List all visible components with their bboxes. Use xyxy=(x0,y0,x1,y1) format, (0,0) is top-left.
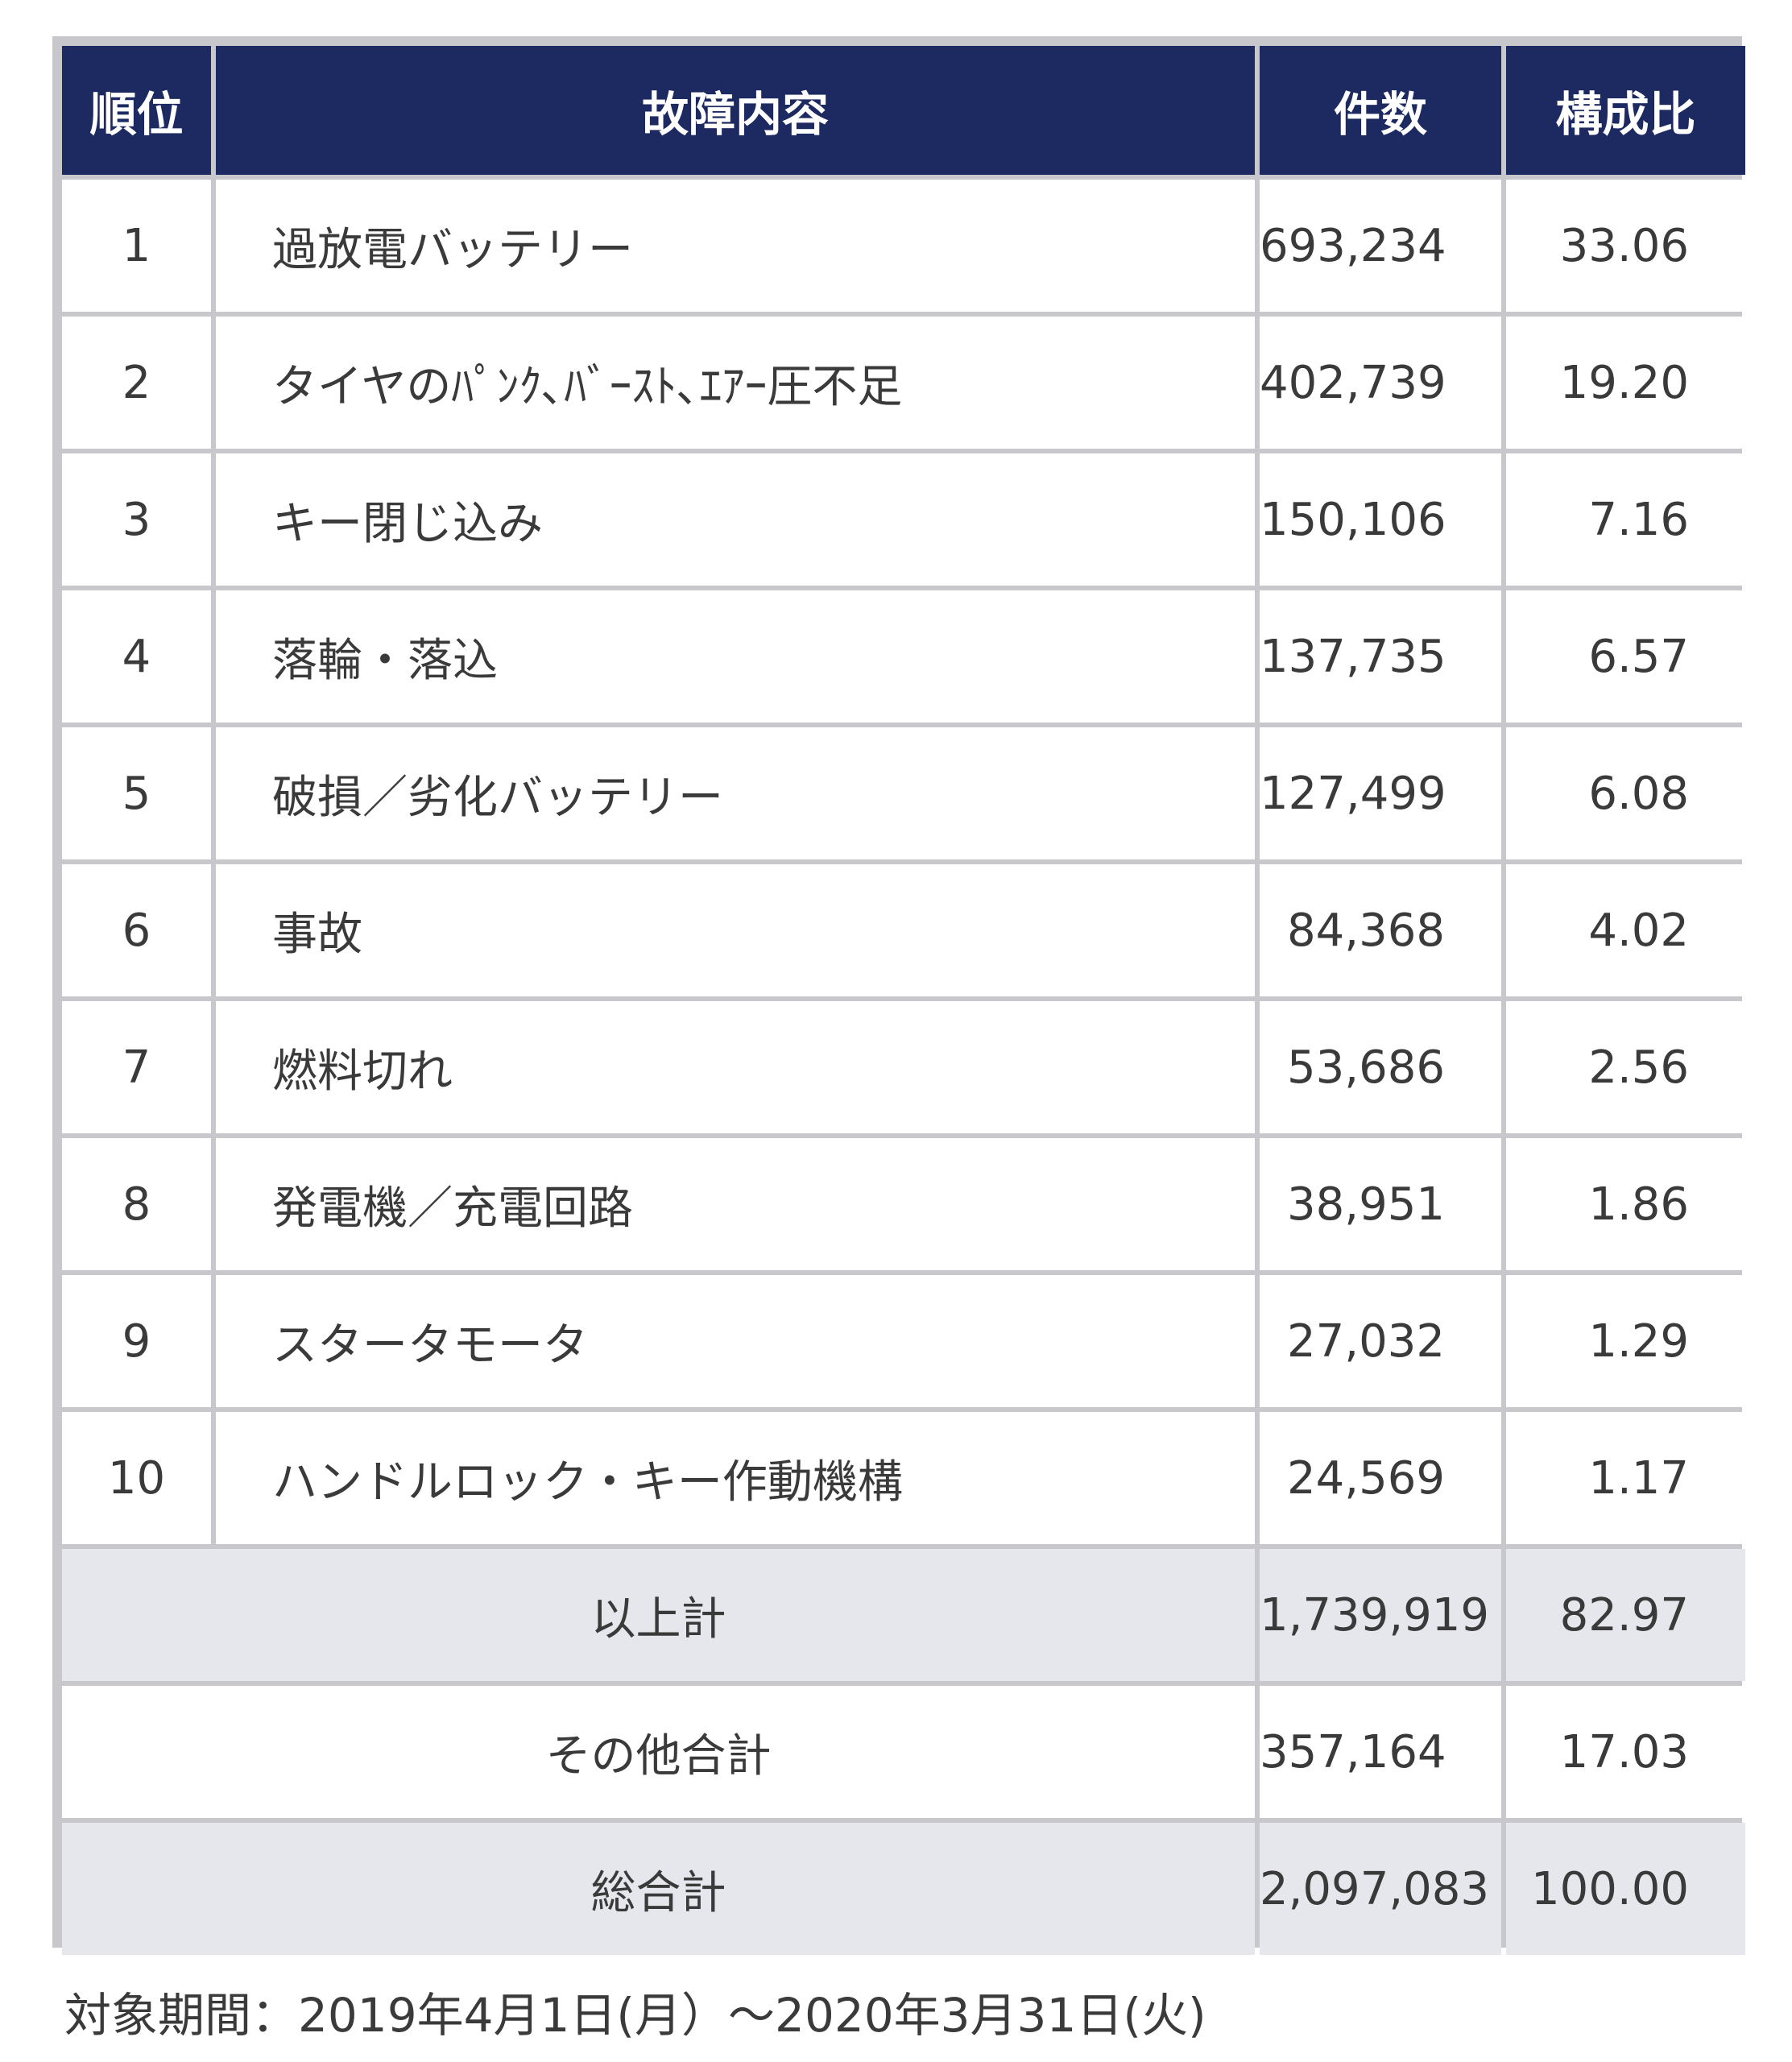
table-row: 3 キー閉じ込み 150,106 7.16 xyxy=(62,453,1745,586)
count-cell: 53,686 xyxy=(1260,1001,1501,1133)
rank-cell: 6 xyxy=(62,864,211,996)
ratio-cell: 33.06 xyxy=(1506,180,1745,312)
ratio-cell: 19.20 xyxy=(1506,317,1745,449)
ratio-cell: 2.56 xyxy=(1506,1001,1745,1133)
table-body: 1 過放電バッテリー 693,234 33.06 2 タイヤのﾊﾟﾝｸ､ﾊﾞｰｽ… xyxy=(62,180,1745,1955)
content-cell: 過放電バッテリー xyxy=(216,180,1255,312)
count-cell: 27,032 xyxy=(1260,1275,1501,1407)
rank-cell: 7 xyxy=(62,1001,211,1133)
count-cell: 137,735 xyxy=(1260,590,1501,723)
rank-cell: 4 xyxy=(62,590,211,723)
ratio-cell: 1.29 xyxy=(1506,1275,1745,1407)
period-caption: 対象期間：2019年4月1日(月）～2020年3月31日(火) xyxy=(64,1988,1206,2043)
count-cell: 38,951 xyxy=(1260,1138,1501,1270)
breakdown-table-container: 順位 故障内容 件数 構成比 1 過放電バッテリー 693,234 33.06 … xyxy=(52,36,1745,1955)
count-cell: 150,106 xyxy=(1260,453,1501,586)
others-total-row: その他合計 357,164 17.03 xyxy=(62,1686,1745,1818)
breakdown-table: 順位 故障内容 件数 構成比 1 過放電バッテリー 693,234 33.06 … xyxy=(57,41,1750,1960)
content-cell: タイヤのﾊﾟﾝｸ､ﾊﾞｰｽﾄ､ｴｱｰ圧不足 xyxy=(216,317,1255,449)
subtotal-label: 以上計 xyxy=(62,1549,1255,1681)
subtotal-count: 1,739,919 xyxy=(1260,1549,1501,1681)
table-row: 7 燃料切れ 53,686 2.56 xyxy=(62,1001,1745,1133)
header-content: 故障内容 xyxy=(216,46,1255,175)
content-cell: キー閉じ込み xyxy=(216,453,1255,586)
table-row: 2 タイヤのﾊﾟﾝｸ､ﾊﾞｰｽﾄ､ｴｱｰ圧不足 402,739 19.20 xyxy=(62,317,1745,449)
ratio-cell: 6.57 xyxy=(1506,590,1745,723)
table-row: 8 発電機／充電回路 38,951 1.86 xyxy=(62,1138,1745,1270)
content-cell: ハンドルロック・キー作動機構 xyxy=(216,1412,1255,1544)
count-cell: 24,569 xyxy=(1260,1412,1501,1544)
content-cell: 燃料切れ xyxy=(216,1001,1255,1133)
rank-cell: 8 xyxy=(62,1138,211,1270)
table-row: 4 落輪・落込 137,735 6.57 xyxy=(62,590,1745,723)
ratio-cell: 4.02 xyxy=(1506,864,1745,996)
ratio-cell: 1.17 xyxy=(1506,1412,1745,1544)
header-row: 順位 故障内容 件数 構成比 xyxy=(62,46,1745,175)
header-count: 件数 xyxy=(1260,46,1501,175)
ratio-cell: 7.16 xyxy=(1506,453,1745,586)
table-row: 6 事故 84,368 4.02 xyxy=(62,864,1745,996)
content-cell: 発電機／充電回路 xyxy=(216,1138,1255,1270)
others-total-ratio: 17.03 xyxy=(1506,1686,1745,1818)
others-total-label: その他合計 xyxy=(62,1686,1255,1818)
header-rank: 順位 xyxy=(62,46,211,175)
count-cell: 127,499 xyxy=(1260,727,1501,859)
rank-cell: 10 xyxy=(62,1412,211,1544)
table-row: 10 ハンドルロック・キー作動機構 24,569 1.17 xyxy=(62,1412,1745,1544)
ratio-cell: 6.08 xyxy=(1506,727,1745,859)
grand-total-label: 総合計 xyxy=(62,1823,1255,1955)
count-cell: 693,234 xyxy=(1260,180,1501,312)
count-cell: 84,368 xyxy=(1260,864,1501,996)
content-cell: スタータモータ xyxy=(216,1275,1255,1407)
rank-cell: 5 xyxy=(62,727,211,859)
grand-total-row: 総合計 2,097,083 100.00 xyxy=(62,1823,1745,1955)
rank-cell: 2 xyxy=(62,317,211,449)
header-ratio: 構成比 xyxy=(1506,46,1745,175)
rank-cell: 9 xyxy=(62,1275,211,1407)
subtotal-ratio: 82.97 xyxy=(1506,1549,1745,1681)
count-cell: 402,739 xyxy=(1260,317,1501,449)
subtotal-row: 以上計 1,739,919 82.97 xyxy=(62,1549,1745,1681)
content-cell: 落輪・落込 xyxy=(216,590,1255,723)
grand-total-count: 2,097,083 xyxy=(1260,1823,1501,1955)
table-header: 順位 故障内容 件数 構成比 xyxy=(62,46,1745,175)
others-total-count: 357,164 xyxy=(1260,1686,1501,1818)
content-cell: 破損／劣化バッテリー xyxy=(216,727,1255,859)
rank-cell: 3 xyxy=(62,453,211,586)
table-row: 5 破損／劣化バッテリー 127,499 6.08 xyxy=(62,727,1745,859)
content-cell: 事故 xyxy=(216,864,1255,996)
ratio-cell: 1.86 xyxy=(1506,1138,1745,1270)
table-row: 9 スタータモータ 27,032 1.29 xyxy=(62,1275,1745,1407)
rank-cell: 1 xyxy=(62,180,211,312)
table-row: 1 過放電バッテリー 693,234 33.06 xyxy=(62,180,1745,312)
grand-total-ratio: 100.00 xyxy=(1506,1823,1745,1955)
